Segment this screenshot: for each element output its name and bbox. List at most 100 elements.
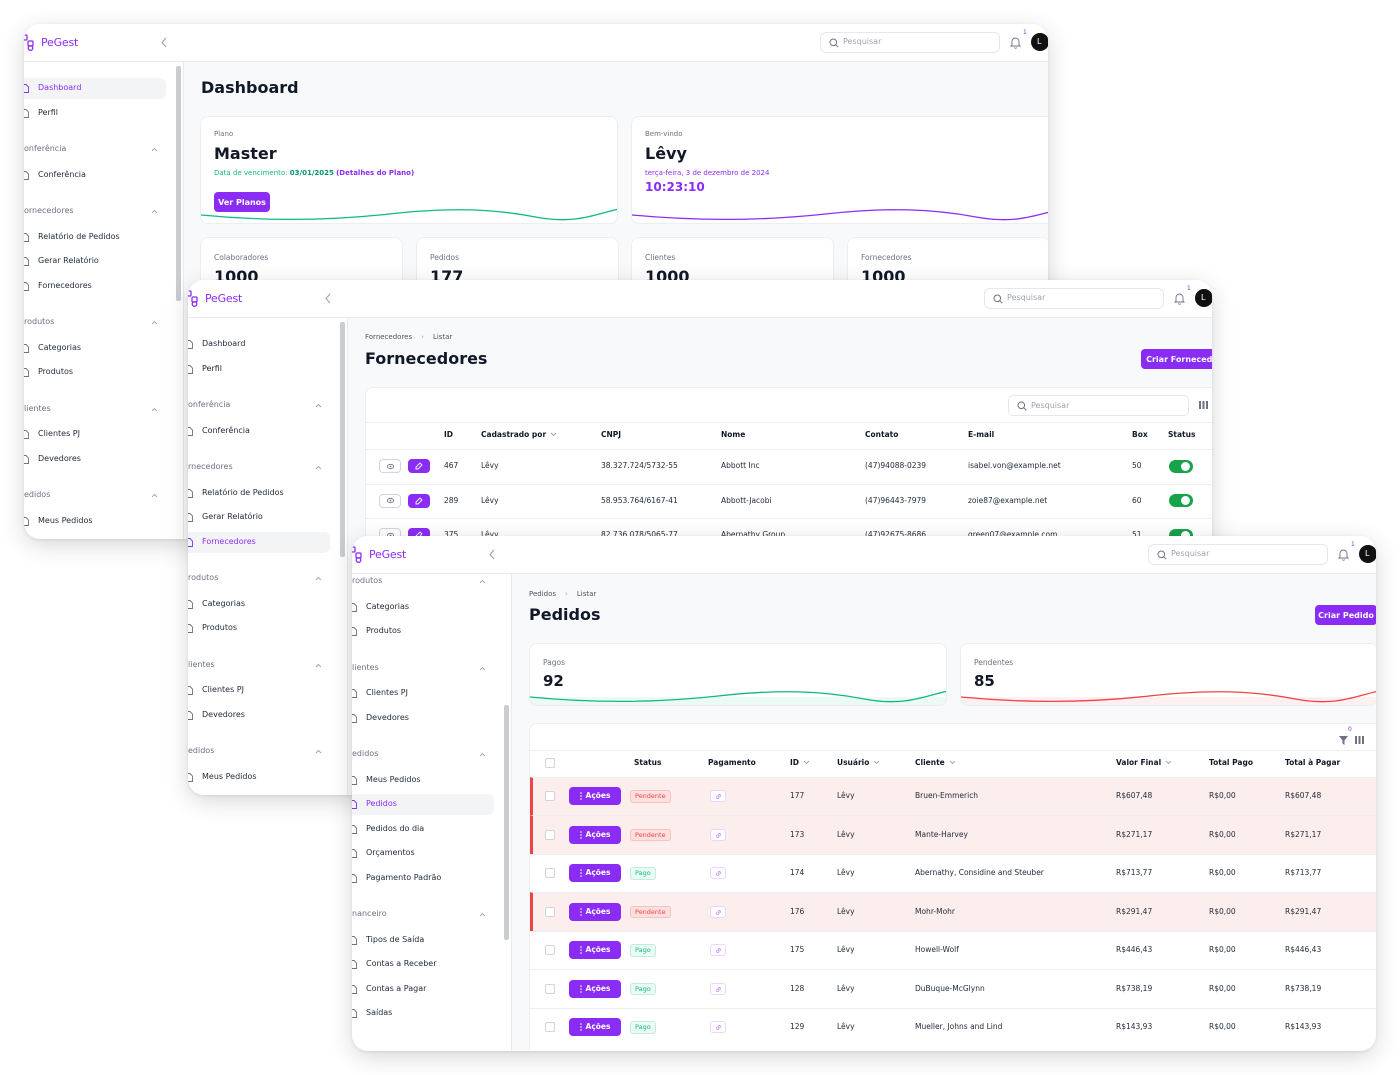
payment-link[interactable] <box>710 867 726 879</box>
column-label: Total Pago <box>1209 758 1253 767</box>
checkbox[interactable] <box>545 758 555 768</box>
sidebar-item[interactable]: Orçamentos <box>352 843 494 864</box>
sidebar-item[interactable]: Pagamento Padrão <box>352 868 494 889</box>
sidebar-item[interactable]: Produtos <box>352 621 494 642</box>
sidebar-item[interactable]: Gerar Relatório <box>24 251 166 272</box>
create-button[interactable]: Criar Pedido <box>1315 605 1376 625</box>
sidebar-item[interactable]: Meus Pedidos <box>188 767 330 788</box>
column-header[interactable]: Usuário <box>837 759 880 767</box>
sidebar-item[interactable]: Produtos <box>188 618 330 639</box>
sidebar-item[interactable]: Clientes PJ <box>188 680 330 701</box>
column-header[interactable]: Valor Final <box>1116 759 1172 767</box>
sidebar-label: Conferência <box>202 425 250 435</box>
column-header[interactable]: ID <box>790 759 810 767</box>
cell: 176 <box>790 906 805 916</box>
sidebar-item[interactable]: Meus Pedidos <box>352 770 494 791</box>
payment-link[interactable] <box>710 905 726 918</box>
checkbox[interactable] <box>545 868 555 878</box>
sidebar: rodutos Categorias Produtos lientes Clientes… <box>352 574 512 1051</box>
menu-icon <box>352 873 357 883</box>
sidebar-item[interactable]: Pedidos <box>352 794 494 815</box>
search-box[interactable]: Pesquisar <box>1148 544 1328 565</box>
edit-button[interactable] <box>408 459 430 473</box>
sidebar-item[interactable]: Perfil <box>188 359 330 380</box>
view-button[interactable] <box>379 493 401 508</box>
sidebar-item[interactable]: Dashboard <box>188 334 330 355</box>
checkbox[interactable] <box>545 945 555 955</box>
edit-button[interactable] <box>408 493 430 508</box>
sidebar-item[interactable]: Conferência <box>188 421 330 442</box>
actions-button[interactable]: Ações <box>569 1018 621 1036</box>
actions-button[interactable]: Ações <box>569 902 621 921</box>
sidebar-item[interactable]: Gerar Relatório <box>188 507 330 528</box>
sidebar-item[interactable]: Contas a Pagar <box>352 979 494 1000</box>
sidebar-item[interactable]: Saídas <box>352 1003 494 1024</box>
checkbox[interactable] <box>545 791 555 801</box>
payment-link[interactable] <box>710 1021 726 1033</box>
sidebar-item[interactable]: Relatório de Pedidos <box>24 227 166 248</box>
actions-button[interactable]: Ações <box>569 979 621 998</box>
create-button[interactable]: Criar Fornecedo <box>1141 349 1212 369</box>
checkbox[interactable] <box>545 1022 555 1032</box>
view-button[interactable] <box>379 459 401 473</box>
checkbox[interactable] <box>545 906 555 917</box>
actions-button[interactable]: Ações <box>569 787 621 805</box>
sidebar-item[interactable]: Fornecedores <box>188 531 330 553</box>
search-box[interactable]: Pesquisar <box>984 288 1164 309</box>
sidebar-item[interactable]: Tipos de Saída <box>352 930 494 951</box>
search-box[interactable]: Pesquisar <box>1008 395 1189 416</box>
sidebar-section: nanceiro <box>352 909 387 918</box>
plan-button[interactable]: Ver Planos <box>214 192 270 212</box>
actions-button[interactable]: Ações <box>569 825 621 844</box>
sidebar-item[interactable]: Clientes PJ <box>352 683 494 704</box>
sidebar-item[interactable]: Clientes PJ <box>24 424 166 445</box>
welcome-name: Lêvy <box>645 144 687 163</box>
sidebar-item[interactable]: Devedores <box>188 705 330 726</box>
sidebar-item[interactable]: Contas a Receber <box>352 954 494 975</box>
sidebar-item[interactable]: Devedores <box>352 708 494 729</box>
sidebar-item[interactable]: Perfil <box>24 103 166 124</box>
actions-button[interactable]: Ações <box>569 941 621 959</box>
payment-link[interactable] <box>710 828 726 841</box>
menu-icon <box>352 689 357 698</box>
sidebar-item[interactable]: Produtos <box>24 362 166 383</box>
sidebar-item[interactable]: Devedores <box>24 449 166 470</box>
menu-icon <box>24 281 29 291</box>
scrollbar <box>176 66 181 301</box>
status-toggle[interactable] <box>1169 494 1193 507</box>
payment-link[interactable] <box>710 944 726 956</box>
sidebar-item[interactable]: Categorias <box>188 594 330 615</box>
breadcrumb-item[interactable]: Fornecedores <box>365 333 413 341</box>
sidebar-item[interactable]: Relatório de Pedidos <box>188 483 330 504</box>
sidebar-item[interactable]: Meus Pedidos <box>24 511 166 532</box>
menu-icon <box>188 488 193 498</box>
sidebar-item[interactable]: Fornecedores <box>24 276 166 297</box>
checkbox[interactable] <box>545 983 555 994</box>
breadcrumb-sep: › <box>421 333 424 341</box>
status-toggle[interactable] <box>1169 459 1193 473</box>
sidebar-item[interactable]: Dashboard <box>24 78 166 99</box>
menu-dots <box>579 907 582 916</box>
breadcrumb-item[interactable]: Pedidos <box>529 590 557 598</box>
plan-details-link[interactable]: (Detalhes do Plano) <box>336 169 415 177</box>
avatar[interactable]: L <box>1195 289 1212 307</box>
avatar[interactable]: L <box>1359 545 1376 563</box>
sidebar-item[interactable]: Categorias <box>24 338 166 359</box>
avatar[interactable]: L <box>1031 33 1048 51</box>
column-label: CNPJ <box>601 430 622 439</box>
checkbox[interactable] <box>545 829 555 840</box>
row-border <box>366 483 1212 485</box>
search-box[interactable]: Pesquisar <box>820 32 1000 53</box>
menu-icon <box>352 627 357 636</box>
sidebar-item[interactable]: Pedidos do dia <box>352 819 494 840</box>
column-header[interactable]: Cadastrado por <box>481 431 557 439</box>
payment-link[interactable] <box>710 982 726 995</box>
column-header[interactable]: Cliente <box>915 759 956 767</box>
sidebar-item[interactable]: Conferência <box>24 165 166 186</box>
sidebar-label: Pedidos do dia <box>366 823 425 833</box>
actions-button[interactable]: Ações <box>569 864 621 882</box>
sidebar-item[interactable]: Categorias <box>352 597 494 618</box>
eye-icon <box>386 497 395 504</box>
sidebar-section: lientes <box>24 403 51 413</box>
payment-link[interactable] <box>710 790 726 802</box>
